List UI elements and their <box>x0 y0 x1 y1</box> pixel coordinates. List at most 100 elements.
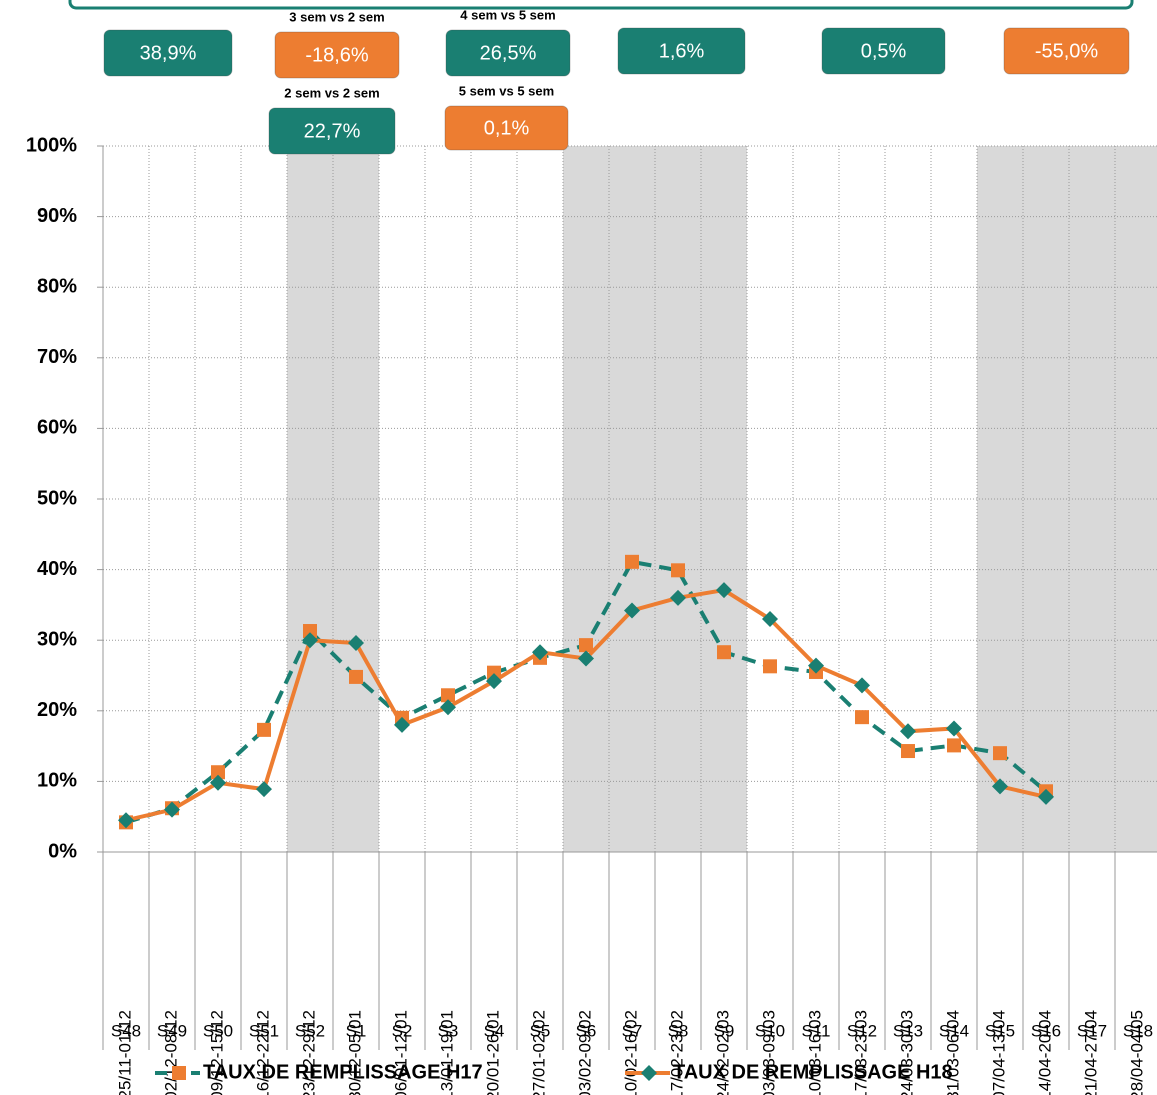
badge <box>445 29 571 77</box>
marker <box>992 778 1008 795</box>
marker <box>487 665 501 680</box>
week-label: S6 <box>576 1021 597 1040</box>
y-tick-label: 10% <box>37 770 77 792</box>
marker <box>164 801 180 818</box>
badge <box>1003 27 1130 75</box>
y-tick-label: 90% <box>37 205 77 227</box>
marker <box>579 638 593 653</box>
badge <box>268 107 396 155</box>
x-tick-label: 03/02-09/02 <box>575 1010 594 1095</box>
x-tick-label: 17/03-23/03 <box>851 1010 870 1095</box>
x-tick-label: 28/04-04/05 <box>1127 1010 1146 1095</box>
week-label: S11 <box>802 1021 831 1040</box>
marker <box>256 781 272 798</box>
week-label: S50 <box>203 1021 233 1040</box>
y-tick-label: 40% <box>37 558 77 580</box>
x-tick-label: 25/11-01/12 <box>115 1010 134 1095</box>
legend-label: TAUX DE REMPLISSAGE H18 <box>673 1061 953 1083</box>
badge-value: 0,5% <box>861 40 907 62</box>
marker <box>901 744 915 759</box>
marker <box>625 554 639 569</box>
marker <box>946 720 962 737</box>
badge-value: 22,7% <box>304 120 361 142</box>
week-label: S52 <box>295 1021 325 1040</box>
x-tick-label: 09/12-15/12 <box>207 1010 226 1095</box>
marker <box>808 657 824 674</box>
marker <box>641 1065 657 1081</box>
marker <box>303 624 317 639</box>
badge-value: 26,5% <box>480 42 537 64</box>
marker <box>302 632 318 649</box>
x-tick-label: 13/01-19/01 <box>437 1010 456 1095</box>
x-tick-label: 14/04-20/04 <box>1035 1010 1054 1095</box>
week-label: S7 <box>622 1021 643 1040</box>
badge-caption: 4 sem vs 5 sem <box>460 7 555 22</box>
badge-caption: 5 sem vs 5 sem <box>459 83 554 98</box>
marker <box>211 765 225 780</box>
marker <box>348 635 364 652</box>
week-label: S1 <box>346 1021 367 1040</box>
marker <box>993 746 1007 761</box>
marker <box>671 563 685 578</box>
week-label: S9 <box>714 1021 735 1040</box>
x-tick-label: 17/02-23/02 <box>667 1010 686 1095</box>
marker <box>394 716 410 733</box>
badge-caption: 2 sem vs 2 sem <box>284 85 379 100</box>
week-label: S17 <box>1077 1021 1107 1040</box>
week-label: S48 <box>111 1021 141 1040</box>
top-panel <box>68 0 1134 10</box>
week-label: S5 <box>530 1021 551 1040</box>
badge <box>821 27 946 75</box>
x-tick-label: 24/02-02/03 <box>713 1010 732 1095</box>
marker <box>716 582 732 599</box>
y-tick-label: 50% <box>37 487 77 509</box>
marker <box>762 611 778 628</box>
x-tick-label: 10/03-16/03 <box>805 1010 824 1095</box>
week-label: S8 <box>668 1021 689 1040</box>
week-label: S12 <box>847 1021 877 1040</box>
badge-value: -55,0% <box>1035 40 1099 62</box>
marker <box>855 710 869 725</box>
marker <box>717 645 731 660</box>
marker <box>947 738 961 753</box>
badge-value: 1,6% <box>659 40 705 62</box>
week-label: S16 <box>1031 1021 1061 1040</box>
y-tick-label: 80% <box>37 275 77 297</box>
week-label: S4 <box>484 1021 505 1040</box>
badge-value: -18,6% <box>305 44 369 66</box>
marker <box>578 650 594 667</box>
marker <box>441 688 455 703</box>
badge-value: 38,9% <box>140 42 197 64</box>
y-tick-label: 70% <box>37 346 77 368</box>
week-label: S14 <box>939 1021 969 1040</box>
marker <box>763 659 777 674</box>
marker <box>624 602 640 619</box>
badge-value: 0,1% <box>484 117 530 139</box>
badge-caption: 3 sem vs 2 sem <box>289 9 384 24</box>
marker <box>532 644 548 661</box>
x-tick-label: 21/04-27/04 <box>1081 1010 1100 1095</box>
x-tick-label: 20/01-26/01 <box>483 1010 502 1095</box>
week-label: S15 <box>985 1021 1015 1040</box>
marker <box>1038 788 1054 805</box>
x-tick-label: 16/12-22/12 <box>253 1010 272 1095</box>
badge <box>103 29 233 77</box>
marker <box>854 677 870 694</box>
x-tick-label: 31/03-06/04 <box>943 1010 962 1095</box>
x-tick-label: 03/03-09/03 <box>759 1010 778 1095</box>
marker <box>257 722 271 737</box>
marker <box>349 669 363 684</box>
y-tick-label: 0% <box>48 840 77 862</box>
marker <box>670 589 686 606</box>
week-label: S49 <box>157 1021 187 1040</box>
y-tick-label: 20% <box>37 699 77 721</box>
week-label: S51 <box>249 1021 279 1040</box>
marker <box>172 1066 186 1080</box>
legend-label: TAUX DE REMPLISSAGE H17 <box>203 1061 483 1083</box>
x-tick-label: 30/12-05/01 <box>345 1010 364 1095</box>
badge <box>617 27 746 75</box>
week-label: S13 <box>893 1021 923 1040</box>
x-tick-label: 07/04-13/04 <box>989 1010 1008 1095</box>
x-tick-label: 27/01-02/02 <box>529 1010 548 1095</box>
